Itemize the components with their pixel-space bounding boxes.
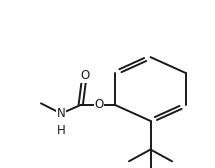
Text: O: O xyxy=(94,98,104,112)
Text: O: O xyxy=(80,69,90,82)
Text: N: N xyxy=(57,107,66,120)
Text: H: H xyxy=(57,124,66,137)
